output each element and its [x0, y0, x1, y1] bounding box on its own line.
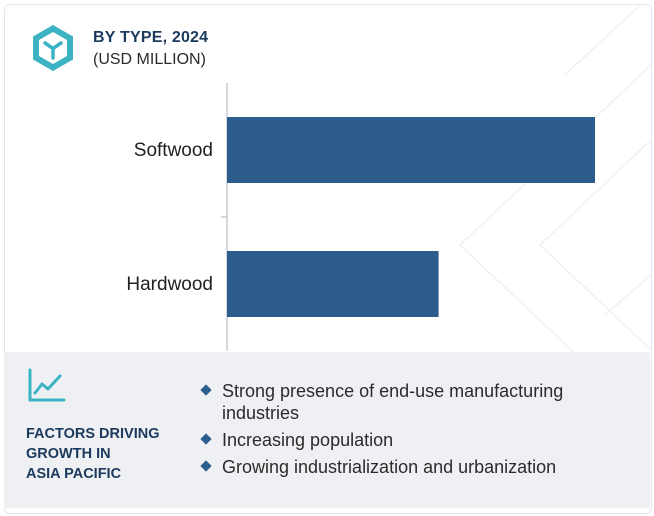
chart-title: BY TYPE, 2024 — [93, 29, 209, 46]
factors-panel: FACTORS DRIVING GROWTH IN ASIA PACIFIC S… — [4, 352, 650, 508]
bar-softwood — [227, 117, 595, 183]
factors-title-line: GROWTH IN — [26, 446, 111, 462]
factor-item: Growing industrialization and urbanizati… — [200, 456, 620, 478]
factor-text: Growing industrialization and urbanizati… — [222, 457, 557, 477]
bar-chart: Softwood Hardwood — [126, 83, 595, 351]
factor-text: Strong presence of end-use manufacturing… — [222, 381, 564, 423]
cube-logo-icon — [33, 25, 73, 71]
factor-item: Strong presence of end-use manufacturing… — [200, 380, 620, 424]
bar-hardwood — [227, 251, 439, 317]
chart-subtitle: (USD MILLION) — [93, 51, 206, 68]
diamond-bullet-icon — [200, 384, 212, 396]
factor-text: Increasing population — [222, 430, 394, 450]
factors-title-line: FACTORS DRIVING — [26, 426, 160, 442]
diamond-bullet-icon — [200, 433, 212, 445]
diamond-bullet-icon — [200, 460, 212, 472]
factors-title: FACTORS DRIVING GROWTH IN ASIA PACIFIC — [26, 424, 186, 484]
category-label: Hardwood — [126, 274, 213, 295]
factors-title-line: ASIA PACIFIC — [26, 466, 122, 482]
factor-item: Increasing population — [200, 429, 620, 451]
category-label: Softwood — [134, 140, 213, 161]
line-chart-icon — [28, 368, 66, 402]
factors-list: Strong presence of end-use manufacturing… — [200, 380, 620, 483]
